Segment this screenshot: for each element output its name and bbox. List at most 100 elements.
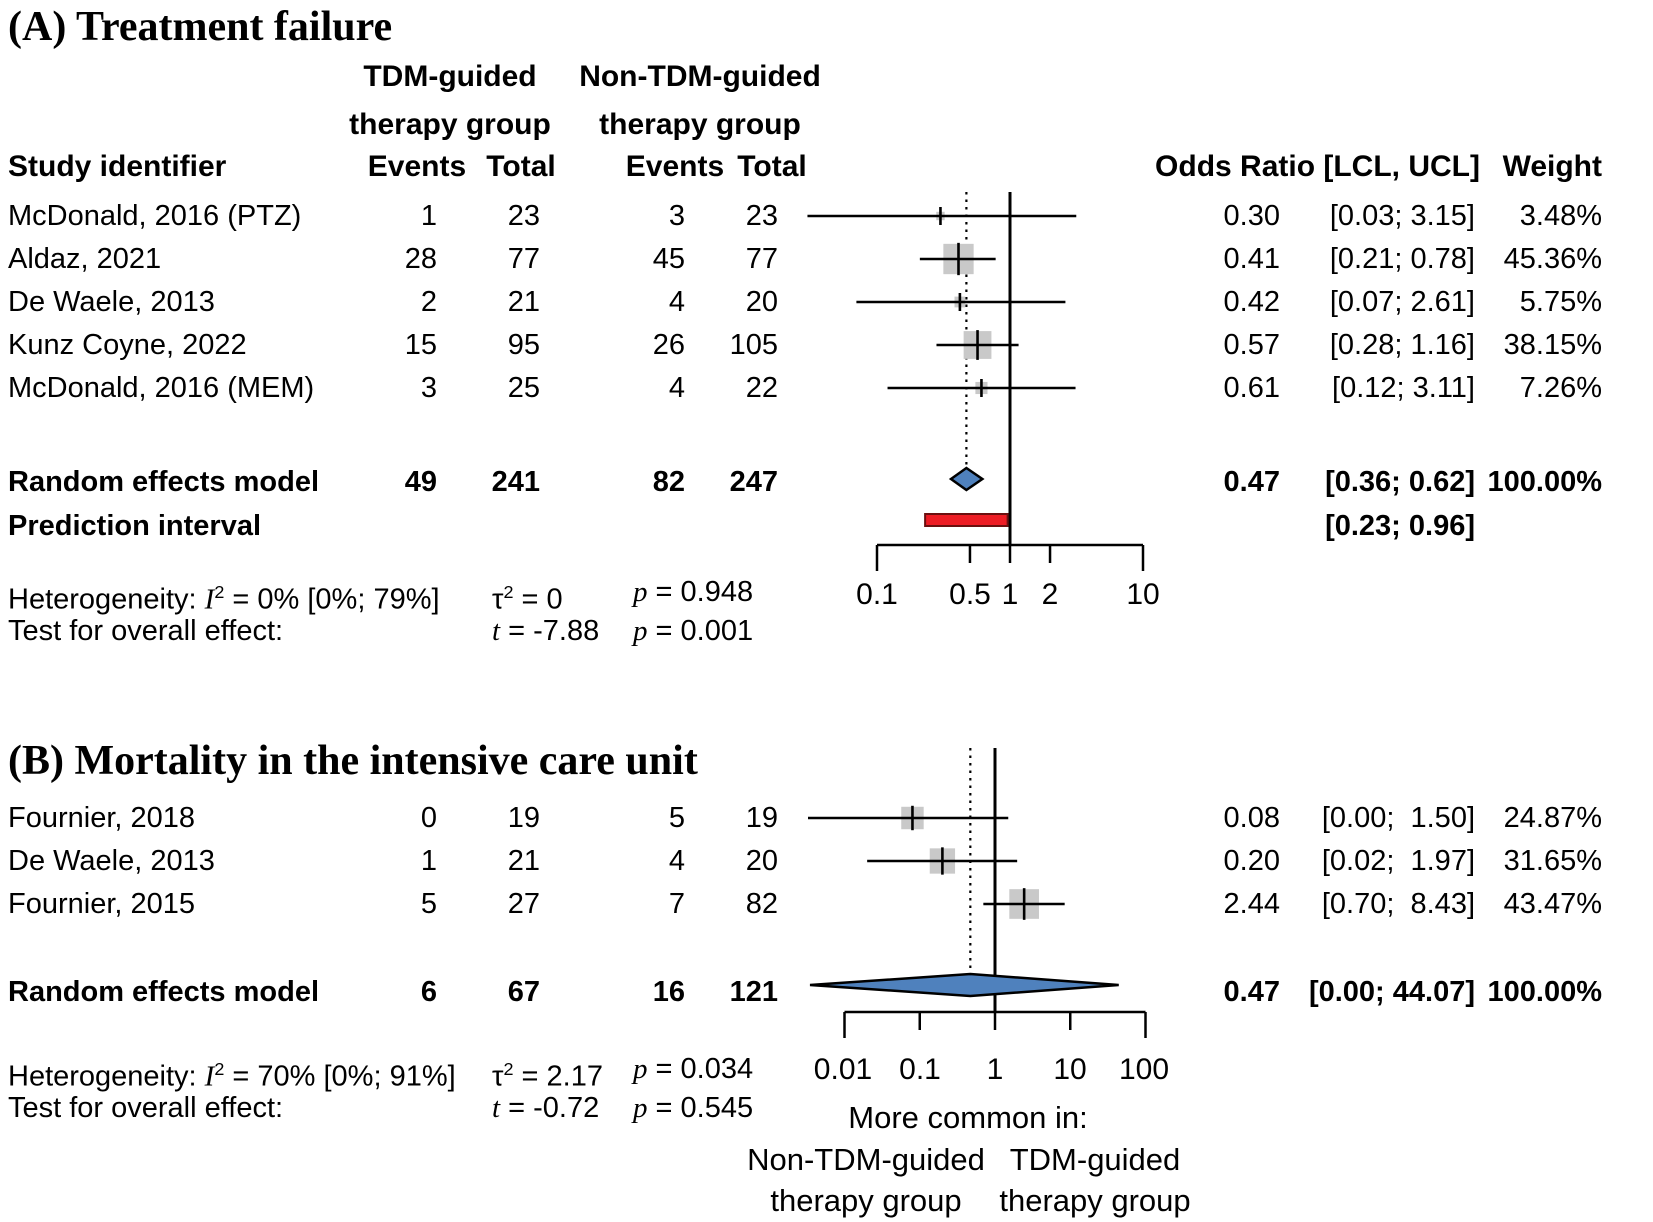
summary-row: Random effects model 49 241 82 247 0.47 … <box>0 461 1653 503</box>
total-nontdm: 247 <box>729 466 778 498</box>
heterogeneity-line: Heterogeneity: I2 = 0% [0%; 79%] <box>8 572 440 616</box>
study-row: De Waele, 2013 2 21 4 20 0.42 [0.07; 2.6… <box>0 281 1653 323</box>
weight: 5.75% <box>1519 286 1602 318</box>
events-tdm: 49 <box>404 466 437 498</box>
weight: 43.47% <box>1503 888 1602 920</box>
heterogeneity-label: Heterogeneity: <box>8 583 205 616</box>
weight: 100.00% <box>1487 466 1603 498</box>
odds-ratio: 0.47 <box>1223 976 1280 1008</box>
prediction-interval-bar <box>924 513 1009 527</box>
summary-label: Random effects model <box>8 466 319 498</box>
t-symbol: t <box>492 1092 501 1124</box>
total-nontdm: 19 <box>745 802 778 834</box>
confidence-interval: [0.03; 3.15] <box>1329 200 1475 232</box>
axis-tick-label: 10 <box>1126 578 1160 611</box>
odds-ratio: 2.44 <box>1223 888 1280 920</box>
prediction-interval-row: Prediction interval [0.23; 0.96] <box>0 505 1653 547</box>
total-tdm: 23 <box>507 200 540 232</box>
panel-a-title: (A) Treatment failure <box>8 4 393 50</box>
events-nontdm: 82 <box>652 466 685 498</box>
confidence-interval: [0.00; 1.50] <box>1321 802 1475 834</box>
heterogeneity-label: Heterogeneity: <box>8 1060 205 1093</box>
study-row: McDonald, 2016 (PTZ) 1 23 3 23 0.30 [0.0… <box>0 195 1653 237</box>
confidence-interval: [0.28; 1.16] <box>1329 329 1475 361</box>
events-tdm: 6 <box>420 976 437 1008</box>
confidence-interval: [0.02; 1.97] <box>1321 845 1475 877</box>
axis-tick-label: 2 <box>1041 578 1059 611</box>
i-squared-value: = 0% [0%; 79%] <box>224 583 440 616</box>
group2-header-line1: Non-TDM-guided <box>579 60 821 93</box>
total-tdm: 95 <box>507 329 540 361</box>
study-label: Kunz Coyne, 2022 <box>8 329 247 361</box>
study-row: McDonald, 2016 (MEM) 3 25 4 22 0.61 [0.1… <box>0 367 1653 409</box>
heterogeneity-p-value: p = 0.948 <box>633 572 753 612</box>
i-squared-exponent: 2 <box>214 1059 225 1079</box>
events-tdm: 1 <box>420 845 437 877</box>
i-squared-value: = 70% [0%; 91%] <box>224 1060 456 1093</box>
study-label: Aldaz, 2021 <box>8 243 162 275</box>
p-symbol: p <box>633 1092 648 1124</box>
heterogeneity-line: Heterogeneity: I2 = 70% [0%; 91%] <box>8 1049 456 1093</box>
tau-squared: τ2 = 2.17 <box>492 1049 603 1093</box>
odds-ratio: 0.47 <box>1223 466 1280 498</box>
i-squared-exponent: 2 <box>214 582 225 602</box>
t-value: = -7.88 <box>500 615 600 647</box>
group1-header-line2: therapy group <box>349 108 551 141</box>
axis-tick-label: 0.01 <box>813 1053 873 1086</box>
summary-row: Random effects model 6 67 16 121 0.47 [0… <box>0 971 1653 1013</box>
events-nontdm: 26 <box>652 329 685 361</box>
t-symbol: t <box>492 615 501 647</box>
events-nontdm: 4 <box>668 845 685 877</box>
overall-effect-p-value: p = 0.545 <box>633 1088 753 1128</box>
study-label: De Waele, 2013 <box>8 845 215 877</box>
confidence-interval: [0.12; 3.11] <box>1332 372 1475 404</box>
total-nontdm: 20 <box>745 286 778 318</box>
study-label: McDonald, 2016 (MEM) <box>8 372 315 404</box>
total-nontdm: 121 <box>729 976 778 1008</box>
odds-ratio: 0.20 <box>1223 845 1280 877</box>
events-tdm: 15 <box>404 329 437 361</box>
t-statistic: t = -7.88 <box>492 611 599 651</box>
axis-tick-label: 1 <box>1001 578 1019 611</box>
weight: 7.26% <box>1519 372 1602 404</box>
odds-ratio: 0.41 <box>1223 243 1280 275</box>
column-header-events-tdm: Events <box>367 150 467 183</box>
group2-header-line2: therapy group <box>599 108 801 141</box>
total-tdm: 19 <box>507 802 540 834</box>
overall-effect-line: Test for overall effect: <box>8 1088 283 1128</box>
axis-tick-label: 1 <box>986 1053 1004 1086</box>
study-label: Fournier, 2018 <box>8 802 196 834</box>
axis-footer-right-group-line2: therapy group <box>999 1183 1191 1218</box>
events-tdm: 1 <box>420 200 437 232</box>
total-tdm: 21 <box>507 286 540 318</box>
tau-exponent: 2 <box>503 1059 514 1079</box>
total-tdm: 77 <box>507 243 540 275</box>
study-row: Fournier, 2015 5 27 7 82 2.44 [0.70; 8.4… <box>0 883 1653 925</box>
prediction-interval-values: [0.23; 0.96] <box>1325 510 1475 542</box>
tau-squared: τ2 = 0 <box>492 572 563 616</box>
total-nontdm: 20 <box>745 845 778 877</box>
events-nontdm: 4 <box>668 372 685 404</box>
confidence-interval: [0.07; 2.61] <box>1329 286 1475 318</box>
tau-symbol: τ <box>492 583 504 616</box>
events-tdm: 0 <box>420 802 437 834</box>
axis-tick-label: 100 <box>1118 1053 1170 1086</box>
events-nontdm: 3 <box>668 200 685 232</box>
study-row: Fournier, 2018 0 19 5 19 0.08 [0.00; 1.5… <box>0 797 1653 839</box>
weight: 38.15% <box>1503 329 1602 361</box>
confidence-interval: [0.00; 44.07] <box>1308 976 1475 1008</box>
p-value: = 0.948 <box>647 576 754 608</box>
total-nontdm: 22 <box>745 372 778 404</box>
summary-diamond <box>809 972 1119 998</box>
total-tdm: 241 <box>491 466 540 498</box>
p-value: = 0.001 <box>647 615 754 647</box>
axis-footer-left-group-line2: therapy group <box>770 1183 962 1218</box>
study-row: De Waele, 2013 1 21 4 20 0.20 [0.02; 1.9… <box>0 840 1653 882</box>
column-header-weight: Weight <box>1502 150 1602 183</box>
axis-tick-label: 0.1 <box>856 578 898 611</box>
overall-effect-p-value: p = 0.001 <box>633 611 753 651</box>
weight: 3.48% <box>1519 200 1602 232</box>
study-label: De Waele, 2013 <box>8 286 215 318</box>
